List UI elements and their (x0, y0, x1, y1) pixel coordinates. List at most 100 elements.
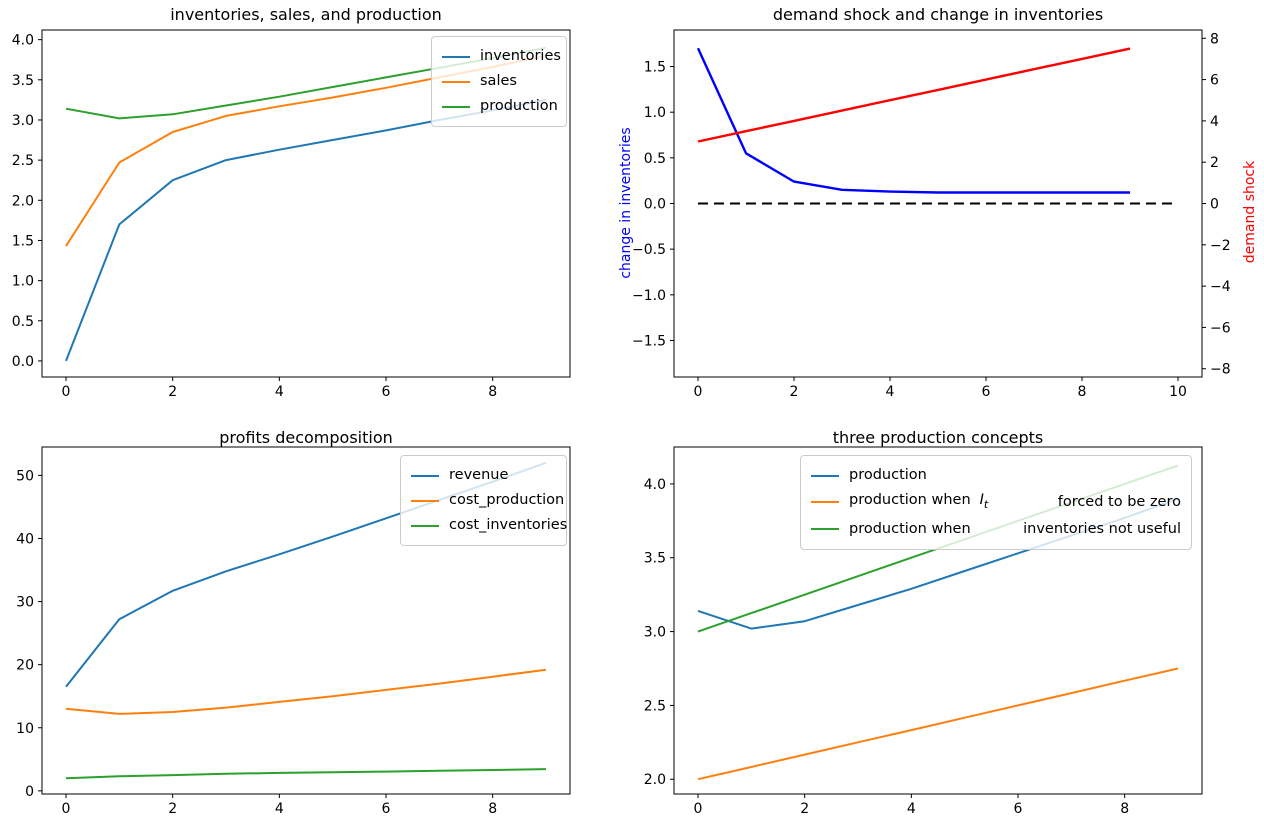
x-tick-label: 0 (694, 801, 703, 817)
series-line-change-in-inventories (696, 47, 1130, 194)
series-line-demand-shock (697, 47, 1131, 143)
right-y-tick-label: −4 (1210, 279, 1231, 295)
y-tick-label: 20 (16, 658, 34, 674)
y-tick-label: 4.0 (12, 33, 34, 49)
legend-line-swatch-icon (811, 528, 839, 531)
y-tick-label: 4.0 (644, 477, 666, 493)
legend-item: inventories (442, 44, 561, 69)
chart-inventories-sales-production: 0 2 4 6 8 0.0 0.5 1.0 1.5 2.0 2.5 3.0 3.5 4.0 invento… (0, 0, 632, 417)
legend-item: production when It forced to be zero (811, 488, 1181, 517)
legend-item: production (811, 463, 1181, 488)
chart-title: three production concepts (832, 428, 1044, 447)
x-tick-label: 2 (800, 801, 809, 817)
y-tick-label: 0.0 (12, 354, 34, 370)
legend-item: cost_inventories (411, 513, 567, 538)
x-tick-label: 2 (168, 801, 177, 817)
x-tick-label: 6 (382, 384, 391, 400)
math-variable: It (979, 492, 989, 511)
legend-label-right: inventories not useful (1023, 520, 1181, 537)
series-line-inventories (65, 98, 547, 362)
right-y-tick-label: 8 (1210, 31, 1219, 47)
legend-line-swatch-icon (442, 80, 470, 83)
right-y-tick-label: −6 (1210, 320, 1231, 336)
y-tick-label: −0.5 (632, 242, 666, 258)
y-tick-label: 2.5 (644, 698, 666, 714)
y-tick-label: 1.0 (644, 105, 666, 121)
x-tick-label: 8 (488, 384, 497, 400)
y-tick-label: 1.5 (644, 60, 666, 76)
legend-label: inventories (480, 48, 561, 64)
legend: production production when It forced to be … (800, 455, 1192, 550)
x-tick-label: 2 (168, 384, 177, 400)
legend-label: production when (849, 520, 971, 537)
y-tick-label: 40 (16, 531, 34, 547)
y-tick-label: 2.0 (644, 772, 666, 788)
plot-border (673, 446, 1203, 795)
legend-item: production (442, 94, 558, 119)
legend-label: sales (480, 73, 517, 89)
y-tick-label: −1.5 (632, 333, 666, 349)
x-tick-label: 4 (275, 384, 284, 400)
x-tick-label: 0 (694, 384, 703, 400)
legend-line-swatch-icon (442, 105, 470, 108)
y-tick-label: 1.0 (12, 274, 34, 290)
chart-profits-decomposition: 0 2 4 6 8 0 10 20 30 40 50 profits decomposition r… (0, 417, 632, 834)
x-tick-label: 0 (62, 384, 71, 400)
y-axis-label-left: change in inventories (618, 127, 634, 279)
x-tick-label: 0 (62, 801, 71, 817)
x-tick-label: 4 (275, 801, 284, 817)
y-axis-label-right: demand shock (1242, 160, 1258, 264)
legend-line-swatch-icon (811, 474, 839, 477)
y-tick-label: 50 (16, 468, 34, 484)
legend-label: production (849, 467, 927, 483)
series-line-production-when-i-t-forced-to-be-zero (697, 667, 1179, 781)
legend-item: sales (442, 69, 556, 94)
y-tick-label: 3.5 (644, 551, 666, 567)
series-line-cost-inventories (65, 768, 547, 780)
legend-item: revenue (411, 463, 556, 488)
legend-line-swatch-icon (411, 524, 439, 527)
x-tick-label: 10 (1169, 384, 1187, 400)
legend-line-swatch-icon (442, 55, 470, 58)
y-tick-label: 0.0 (644, 197, 666, 213)
legend-label: production when It (849, 488, 988, 517)
x-tick-label: 8 (488, 801, 497, 817)
y-tick-label: 0.5 (12, 314, 34, 330)
y-tick-label: 0 (25, 784, 34, 800)
x-tick-label: 8 (1120, 801, 1129, 817)
x-tick-label: 6 (982, 384, 991, 400)
chart-title: inventories, sales, and production (170, 5, 442, 24)
legend-label: cost_production (449, 492, 565, 508)
plot-border (41, 29, 571, 378)
x-tick-label: 4 (886, 384, 895, 400)
right-y-tick-label: 2 (1210, 155, 1219, 171)
legend-line-swatch-icon (411, 474, 439, 477)
right-y-tick-label: 6 (1210, 73, 1219, 89)
chart-title: profits decomposition (219, 428, 393, 447)
legend-label: cost_inventories (449, 517, 568, 533)
legend-item: production when inventories not useful (811, 517, 1181, 542)
y-tick-label: 3.0 (644, 625, 666, 641)
y-tick-label: 2.5 (12, 153, 34, 169)
legend: inventories sales production (431, 36, 567, 127)
chart-demand-shock-change-inventories: 0 2 4 6 8 10 −1.5 −1.0 −0.5 0.0 0.5 1.0 1.5 −8 −6 −4 −2 0… (618, 0, 1264, 417)
y-tick-label: 10 (16, 721, 34, 737)
y-tick-label: 2.0 (12, 193, 34, 209)
legend-line-swatch-icon (811, 501, 839, 504)
legend-label-right: forced to be zero (1057, 493, 1181, 510)
legend-line-swatch-icon (411, 499, 439, 502)
legend-label: revenue (449, 467, 509, 483)
x-tick-label: 4 (907, 801, 916, 817)
x-tick-label: 6 (1014, 801, 1023, 817)
x-tick-label: 6 (382, 801, 391, 817)
y-tick-label: 0.5 (644, 151, 666, 167)
x-tick-label: 8 (1078, 384, 1087, 400)
plot-border (41, 446, 571, 795)
right-y-tick-label: −2 (1210, 238, 1231, 254)
legend-item: cost_production (411, 488, 564, 513)
y-tick-label: 3.0 (12, 113, 34, 129)
chart-title: demand shock and change in inventories (772, 5, 1104, 24)
right-y-tick-label: 4 (1210, 114, 1219, 130)
legend-label: production (480, 98, 558, 114)
